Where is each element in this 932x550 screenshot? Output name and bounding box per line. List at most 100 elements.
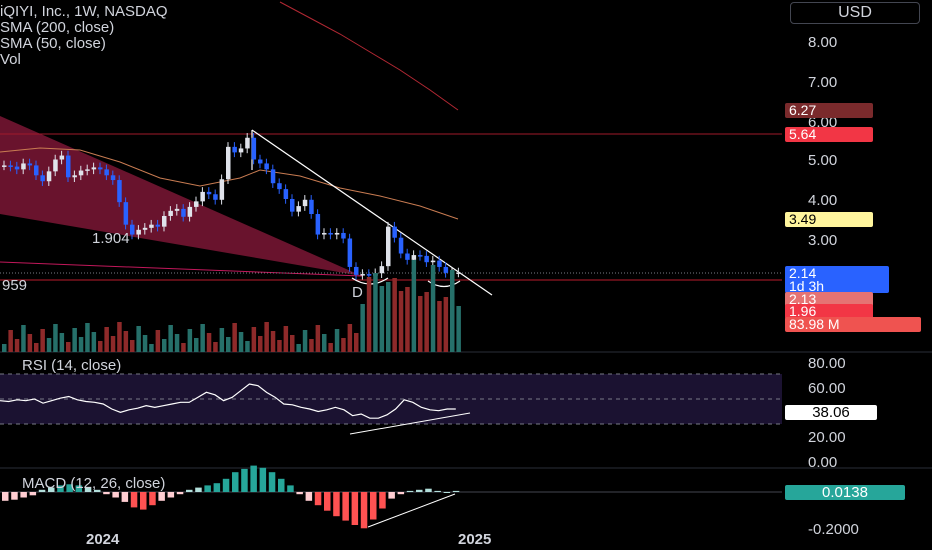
candle[interactable] <box>392 226 397 238</box>
macd-hist-bar[interactable] <box>351 492 359 525</box>
candle[interactable] <box>315 214 321 235</box>
macd-hist-bar[interactable] <box>406 490 414 492</box>
candle[interactable] <box>168 210 173 216</box>
volume-bar[interactable] <box>2 344 7 352</box>
volume-bar[interactable] <box>21 325 26 352</box>
candle[interactable] <box>117 180 122 203</box>
volume-bar[interactable] <box>411 260 417 352</box>
macd-hist-bar[interactable] <box>167 492 175 498</box>
descending-channel[interactable] <box>0 116 362 276</box>
macd-hist-bar[interactable] <box>241 468 248 492</box>
volume-bar[interactable] <box>181 343 186 352</box>
macd-hist-bar[interactable] <box>360 492 368 529</box>
volume-bar[interactable] <box>437 301 442 352</box>
candle[interactable] <box>8 165 13 167</box>
macd-hist-bar[interactable] <box>66 484 73 492</box>
volume-bar[interactable] <box>232 323 237 352</box>
candle[interactable] <box>98 167 103 170</box>
volume-bar[interactable] <box>66 342 71 352</box>
volume-bar[interactable] <box>136 326 141 352</box>
volume-bar[interactable] <box>302 330 308 352</box>
candle[interactable] <box>405 253 410 260</box>
volume-bar[interactable] <box>264 322 269 352</box>
candle[interactable] <box>72 175 77 178</box>
candle[interactable] <box>59 155 65 160</box>
candle[interactable] <box>245 137 250 149</box>
candle[interactable] <box>290 199 295 212</box>
macd-hist-bar[interactable] <box>213 483 221 492</box>
macd-hist-bar[interactable] <box>204 485 211 492</box>
volume-bar[interactable] <box>315 325 321 352</box>
candle[interactable] <box>424 255 429 263</box>
macd-hist-bar[interactable] <box>388 492 395 499</box>
volume-bar[interactable] <box>200 324 205 352</box>
legend-symbol[interactable]: iQIYI, Inc., 1W, NASDAQ <box>0 3 168 20</box>
macd-hist-bar[interactable] <box>268 472 276 492</box>
candle[interactable] <box>322 232 327 235</box>
candle[interactable] <box>296 206 301 212</box>
candle[interactable] <box>136 229 141 235</box>
volume-bar[interactable] <box>174 334 180 352</box>
legend-sma200[interactable]: SMA (200, close) <box>0 19 115 36</box>
macd-hist-bar[interactable] <box>452 490 460 492</box>
volume-bar[interactable] <box>40 329 45 352</box>
last-price-tag[interactable]: 2.14 1d 3h <box>785 266 889 293</box>
macd-hist-bar[interactable] <box>130 492 138 508</box>
volume-bar[interactable] <box>450 270 455 352</box>
volume-bar[interactable] <box>85 323 90 352</box>
candle[interactable] <box>78 170 84 176</box>
macd-hist-bar[interactable] <box>149 492 156 506</box>
sma50-line[interactable] <box>0 147 459 220</box>
candle[interactable] <box>366 274 372 276</box>
macd-hist-bar[interactable] <box>324 492 331 511</box>
macd-hist-bar[interactable] <box>416 489 423 492</box>
macd-hist-bar[interactable] <box>259 467 267 492</box>
volume-bar[interactable] <box>430 265 436 352</box>
rsi-title[interactable]: RSI (14, close) <box>22 357 122 374</box>
macd-hist-bar[interactable] <box>278 478 285 492</box>
candle[interactable] <box>155 224 161 227</box>
volume-bar[interactable] <box>149 344 154 352</box>
legend-sma50[interactable]: SMA (50, close) <box>0 35 106 52</box>
candle[interactable] <box>258 159 263 164</box>
volume-bar[interactable] <box>392 278 397 352</box>
macd-hist-bar[interactable] <box>158 492 165 501</box>
double-bottom-arc-2[interactable] <box>427 280 461 288</box>
candle[interactable] <box>40 175 45 182</box>
volume-bar[interactable] <box>398 291 404 352</box>
volume-bar[interactable] <box>53 324 58 352</box>
candle[interactable] <box>206 191 212 195</box>
macd-hist-bar[interactable] <box>443 492 451 493</box>
candle[interactable] <box>277 183 282 190</box>
candle[interactable] <box>360 274 365 276</box>
candle[interactable] <box>232 146 237 153</box>
candle[interactable] <box>194 201 199 207</box>
volume-bar[interactable] <box>238 332 244 352</box>
volume-bar[interactable] <box>206 333 212 352</box>
macd-hist-bar[interactable] <box>250 465 257 492</box>
volume-bar[interactable] <box>78 337 84 352</box>
candle[interactable] <box>66 155 71 178</box>
macd-hist-bar[interactable] <box>121 492 129 502</box>
volume-bar[interactable] <box>322 334 327 352</box>
volume-bar[interactable] <box>309 339 314 352</box>
candle[interactable] <box>123 202 129 225</box>
volume-bar[interactable] <box>443 297 449 352</box>
candle[interactable] <box>110 175 116 181</box>
macd-hist-bar[interactable] <box>48 487 55 492</box>
macd-hist-bar[interactable] <box>434 490 441 492</box>
candle[interactable] <box>85 169 90 171</box>
volume-bar[interactable] <box>379 286 385 352</box>
volume-bar[interactable] <box>360 304 365 352</box>
volume-bar[interactable] <box>59 333 65 352</box>
macd-hist-bar[interactable] <box>425 488 432 492</box>
candle[interactable] <box>437 260 442 267</box>
volume-bar[interactable] <box>290 335 295 352</box>
macd-hist-bar[interactable] <box>38 489 46 492</box>
volume-bar[interactable] <box>110 336 116 352</box>
candle[interactable] <box>91 167 97 170</box>
candle[interactable] <box>34 165 39 176</box>
macd-hist-bar[interactable] <box>342 492 349 521</box>
candle[interactable] <box>341 232 346 239</box>
